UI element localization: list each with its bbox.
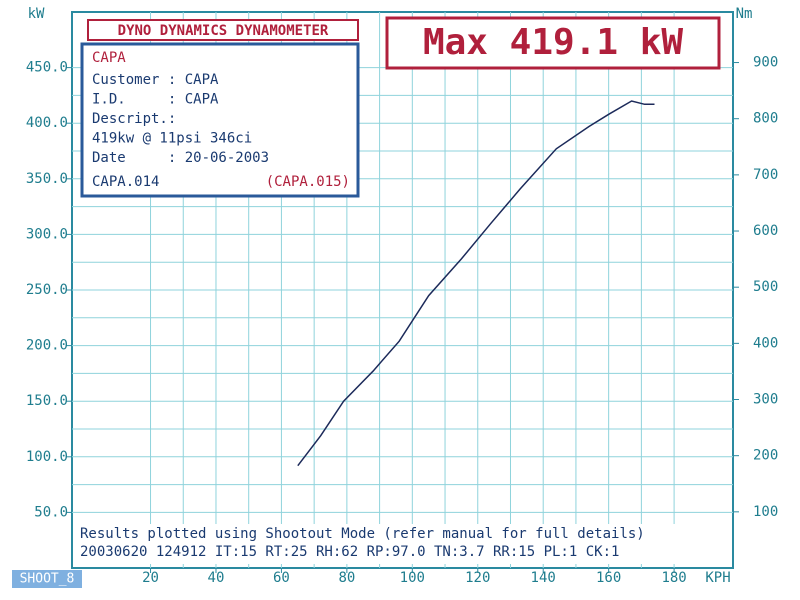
x-tick-label: 160 [596, 570, 621, 586]
x-tick-label: 180 [661, 570, 686, 586]
y2-tick-label: 300 [753, 392, 778, 408]
x-tick-label: 60 [273, 570, 290, 586]
y-tick-label: 300.0 [26, 226, 68, 242]
y-tick-label: 100.0 [26, 449, 68, 465]
info-file: CAPA.014 [92, 174, 159, 190]
x-tick-label: 80 [338, 570, 355, 586]
info-name: CAPA [92, 50, 126, 66]
footer-bg [74, 524, 729, 564]
info-lines: Customer : CAPA I.D. : CAPA Descript.: 419k… [92, 72, 269, 166]
x-tick-label: 40 [208, 570, 225, 586]
footer-line: 20030620 124912 IT:15 RT:25 RH:62 RP:97.… [80, 544, 619, 560]
y2-tick-label: 200 [753, 448, 778, 464]
max-value: Max 419.1 kW [423, 22, 683, 63]
footer-line: Results plotted using Shootout Mode (ref… [80, 526, 645, 542]
x-tick-label: 20 [142, 570, 159, 586]
tag: SHOOT_8 [20, 572, 75, 587]
y2-tick-label: 700 [753, 167, 778, 183]
y2-tick-label: 900 [753, 55, 778, 71]
y-tick-label: 450.0 [26, 60, 68, 76]
y-tick-label: 250.0 [26, 282, 68, 298]
tag-bg [12, 570, 82, 588]
info-box [80, 42, 360, 198]
y2-tick-label: 500 [753, 279, 778, 295]
y-axis-label: kW [28, 6, 45, 22]
y-tick-label: 200.0 [26, 338, 68, 354]
x-axis-label: KPH [705, 570, 730, 586]
y-tick-label: 350.0 [26, 171, 68, 187]
y-tick-label: 150.0 [26, 393, 68, 409]
power-curve [297, 100, 655, 467]
x-tick-label: 140 [531, 570, 556, 586]
y2-axis-label: Nm [736, 6, 753, 22]
y2-tick-label: 800 [753, 111, 778, 127]
max-box [385, 16, 721, 70]
x-tick-label: 120 [465, 570, 490, 586]
y-tick-label: 400.0 [26, 115, 68, 131]
y-tick-label: 50.0 [34, 504, 68, 520]
info-line: 419kw @ 11psi 346ci [92, 131, 252, 147]
title: DYNO DYNAMICS DYNAMOMETER [118, 23, 329, 39]
info-line: Date : 20-06-2003 [92, 150, 269, 166]
info-file2: (CAPA.015) [266, 174, 350, 190]
y2-tick-label: 100 [753, 504, 778, 520]
info-line: I.D. : CAPA [92, 92, 219, 108]
y2-tick-label: 400 [753, 335, 778, 351]
info-line: Descript.: [92, 111, 176, 127]
curve-layer [297, 100, 655, 467]
x-tick-label: 100 [400, 570, 425, 586]
title-box [87, 19, 359, 41]
y2-tick-label: 600 [753, 223, 778, 239]
info-line: Customer : CAPA [92, 72, 219, 88]
